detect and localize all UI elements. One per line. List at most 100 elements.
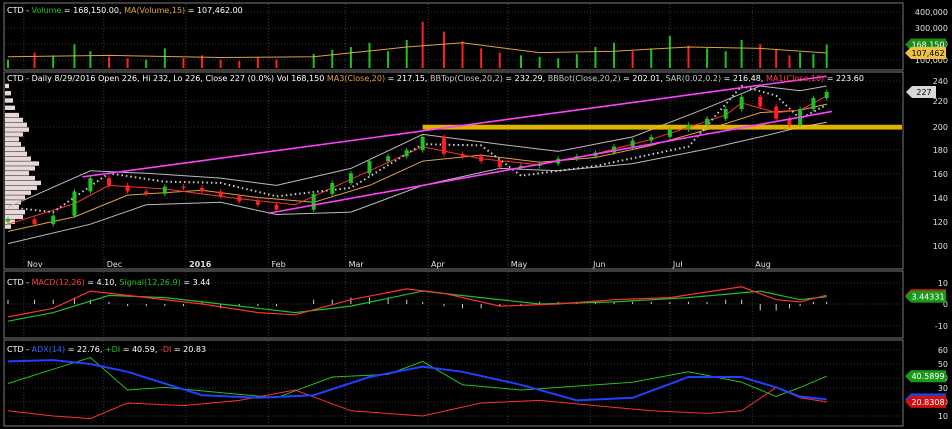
price-title-part: BBTop(Close,20,2) bbox=[430, 74, 503, 83]
price-tick-label: 120 bbox=[933, 218, 948, 227]
volume-bar bbox=[33, 52, 36, 68]
volume-bar bbox=[182, 58, 185, 68]
adx-title-part: -DI bbox=[160, 345, 171, 354]
volume-profile-bar bbox=[5, 166, 35, 171]
macd-histogram-bar bbox=[741, 299, 743, 304]
price-title-part: MA3(Close,20) bbox=[327, 74, 385, 83]
candle-body bbox=[162, 186, 167, 194]
candle-body bbox=[705, 118, 710, 125]
macd-value-badge bbox=[905, 290, 946, 303]
candle-body bbox=[311, 193, 316, 210]
bollinger-top-line bbox=[7, 85, 827, 208]
volume-bar bbox=[349, 47, 352, 68]
price-tick-label: 220 bbox=[933, 97, 948, 106]
candle-body bbox=[824, 92, 829, 99]
volume-profile-bar bbox=[5, 91, 11, 96]
month-label: 2016 bbox=[189, 260, 212, 269]
candle-body bbox=[774, 106, 779, 119]
macd-histogram-bar bbox=[164, 304, 166, 307]
macd-histogram-bar bbox=[669, 301, 671, 304]
candle-body bbox=[649, 136, 654, 141]
candle-body bbox=[348, 173, 353, 183]
macd-histogram-bar bbox=[313, 299, 315, 304]
adx-title-part: CTD - bbox=[7, 345, 32, 354]
macd-title-part: = 3.44 bbox=[181, 278, 211, 287]
macd-histogram-bar bbox=[108, 301, 110, 304]
macd-panel-frame bbox=[3, 270, 904, 339]
volume-profile-bar bbox=[5, 224, 11, 229]
macd-histogram-bar bbox=[331, 299, 333, 304]
volume-ma-line bbox=[7, 42, 827, 59]
adx-title-part: = 20.83 bbox=[171, 345, 206, 354]
volume-bar bbox=[613, 42, 616, 68]
macd-histogram-bar bbox=[499, 304, 501, 307]
candle-body bbox=[811, 98, 816, 109]
volume-profile-bar bbox=[5, 127, 29, 132]
adx-tick-label: 50 bbox=[938, 360, 948, 369]
price-title-part: = 202.01, bbox=[621, 74, 666, 83]
candle-body bbox=[51, 215, 56, 225]
macd-histogram-bar bbox=[725, 299, 727, 304]
volume-bar bbox=[163, 48, 166, 68]
macd-histogram-bar bbox=[462, 304, 464, 309]
volume-profile-bar bbox=[5, 195, 25, 200]
volume-profile-bar bbox=[5, 151, 27, 157]
candle-body bbox=[125, 185, 130, 192]
sar-dots bbox=[7, 84, 828, 214]
month-label: Aug bbox=[755, 260, 771, 269]
volume-bar bbox=[461, 41, 464, 68]
volume-value-badge-label: 168,150 bbox=[911, 40, 944, 49]
volume-profile-bar bbox=[5, 156, 31, 161]
candle-body bbox=[739, 96, 744, 109]
adx-title-part: = 40.59, bbox=[120, 345, 160, 354]
price-title-part: = 216.48, bbox=[721, 74, 766, 83]
volume-profile-bar bbox=[5, 105, 15, 110]
macd-histogram-bar bbox=[480, 304, 482, 309]
candle-body bbox=[386, 156, 391, 162]
price-title-part: SAR(0.02,0.2) bbox=[665, 74, 721, 83]
adx-tick-label: 10 bbox=[938, 412, 948, 421]
volume-profile-bar bbox=[5, 185, 37, 190]
minus-di-line bbox=[7, 386, 827, 420]
volume-bar bbox=[520, 55, 523, 68]
volume-bar bbox=[256, 56, 259, 68]
macd-title: CTD - MACD(12,26) = 4.10, Signal(12,26,9… bbox=[7, 278, 210, 287]
volume-bar bbox=[812, 54, 815, 68]
volume-profile-bar bbox=[5, 161, 39, 166]
volume-profile-bar bbox=[5, 98, 13, 103]
candle-body bbox=[612, 146, 617, 153]
macd-histogram-bar bbox=[201, 301, 203, 304]
volume-value-badge-label: 107,462 bbox=[911, 49, 944, 58]
candle-body bbox=[255, 201, 260, 205]
candle-body bbox=[367, 161, 372, 174]
month-label: Jun bbox=[592, 260, 606, 269]
volume-bar bbox=[219, 59, 222, 68]
volume-profile-bar bbox=[5, 180, 41, 186]
candle-body bbox=[787, 118, 792, 125]
macd-histogram-bar bbox=[275, 304, 277, 307]
volume-bar bbox=[759, 44, 762, 68]
adx-value-badge bbox=[905, 370, 946, 383]
price-panel-frame bbox=[3, 71, 904, 270]
volume-profile-bar bbox=[5, 137, 19, 142]
candle-body bbox=[330, 182, 335, 194]
candle-body bbox=[88, 178, 93, 192]
macd-histogram-bar bbox=[706, 301, 708, 304]
candle-body bbox=[497, 161, 502, 168]
volume-profile-bar bbox=[5, 117, 23, 123]
volume-bar bbox=[442, 31, 445, 69]
adx-title-part: = 22.76, bbox=[65, 345, 105, 354]
candle-body bbox=[479, 156, 484, 162]
volume-bar bbox=[724, 51, 727, 68]
volume-bar bbox=[238, 61, 241, 68]
macd-tick-label: -10 bbox=[935, 322, 948, 331]
volume-tick-label: 100,000 bbox=[915, 56, 948, 65]
volume-title-part: Volume bbox=[32, 6, 62, 15]
volume-bar bbox=[52, 55, 55, 68]
adx-tick-label: 30 bbox=[938, 384, 948, 393]
last-close-badge bbox=[906, 86, 936, 99]
price-title: CTD - Daily 8/29/2016 Open 226, Hi 232, … bbox=[7, 74, 864, 83]
channel-upper-line bbox=[82, 75, 827, 178]
macd-histogram-bar bbox=[350, 297, 352, 304]
